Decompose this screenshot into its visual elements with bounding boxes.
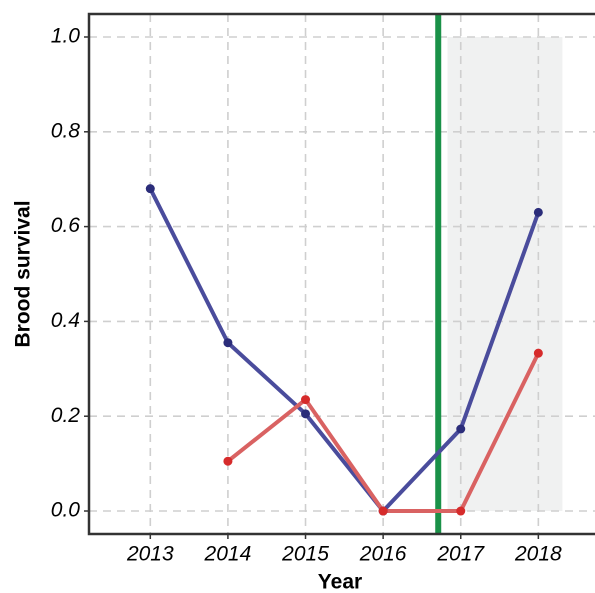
data-point — [533, 207, 543, 217]
data-point — [533, 348, 543, 358]
x-tick-label: 2014 — [204, 543, 252, 566]
y-tick-label: 0.0 — [51, 499, 81, 522]
x-axis-title: Year — [318, 571, 362, 593]
series-line — [148, 187, 541, 515]
data-point — [301, 395, 311, 405]
data-point — [301, 409, 311, 419]
y-tick-label: 1.0 — [51, 25, 81, 48]
data-point — [456, 506, 466, 516]
data-point — [223, 456, 233, 466]
x-tick-label: 2013 — [126, 543, 174, 566]
x-tick-label: 2015 — [281, 543, 329, 566]
data-point — [456, 424, 466, 434]
y-tick-label: 0.8 — [51, 119, 81, 142]
y-axis-title: Brood survival — [12, 200, 35, 347]
y-tick-label: 0.6 — [51, 214, 81, 237]
data-point — [378, 506, 388, 516]
x-tick-label: 2017 — [436, 543, 485, 566]
axis-frame — [87, 12, 595, 536]
x-tick-label: 2018 — [514, 543, 562, 566]
y-tick-label: 0.2 — [51, 404, 81, 427]
data-point — [145, 184, 155, 194]
y-tick-label: 0.4 — [51, 309, 80, 332]
data-point — [223, 338, 233, 348]
x-tick-label: 2016 — [359, 543, 407, 566]
shaded-region — [447, 36, 563, 512]
